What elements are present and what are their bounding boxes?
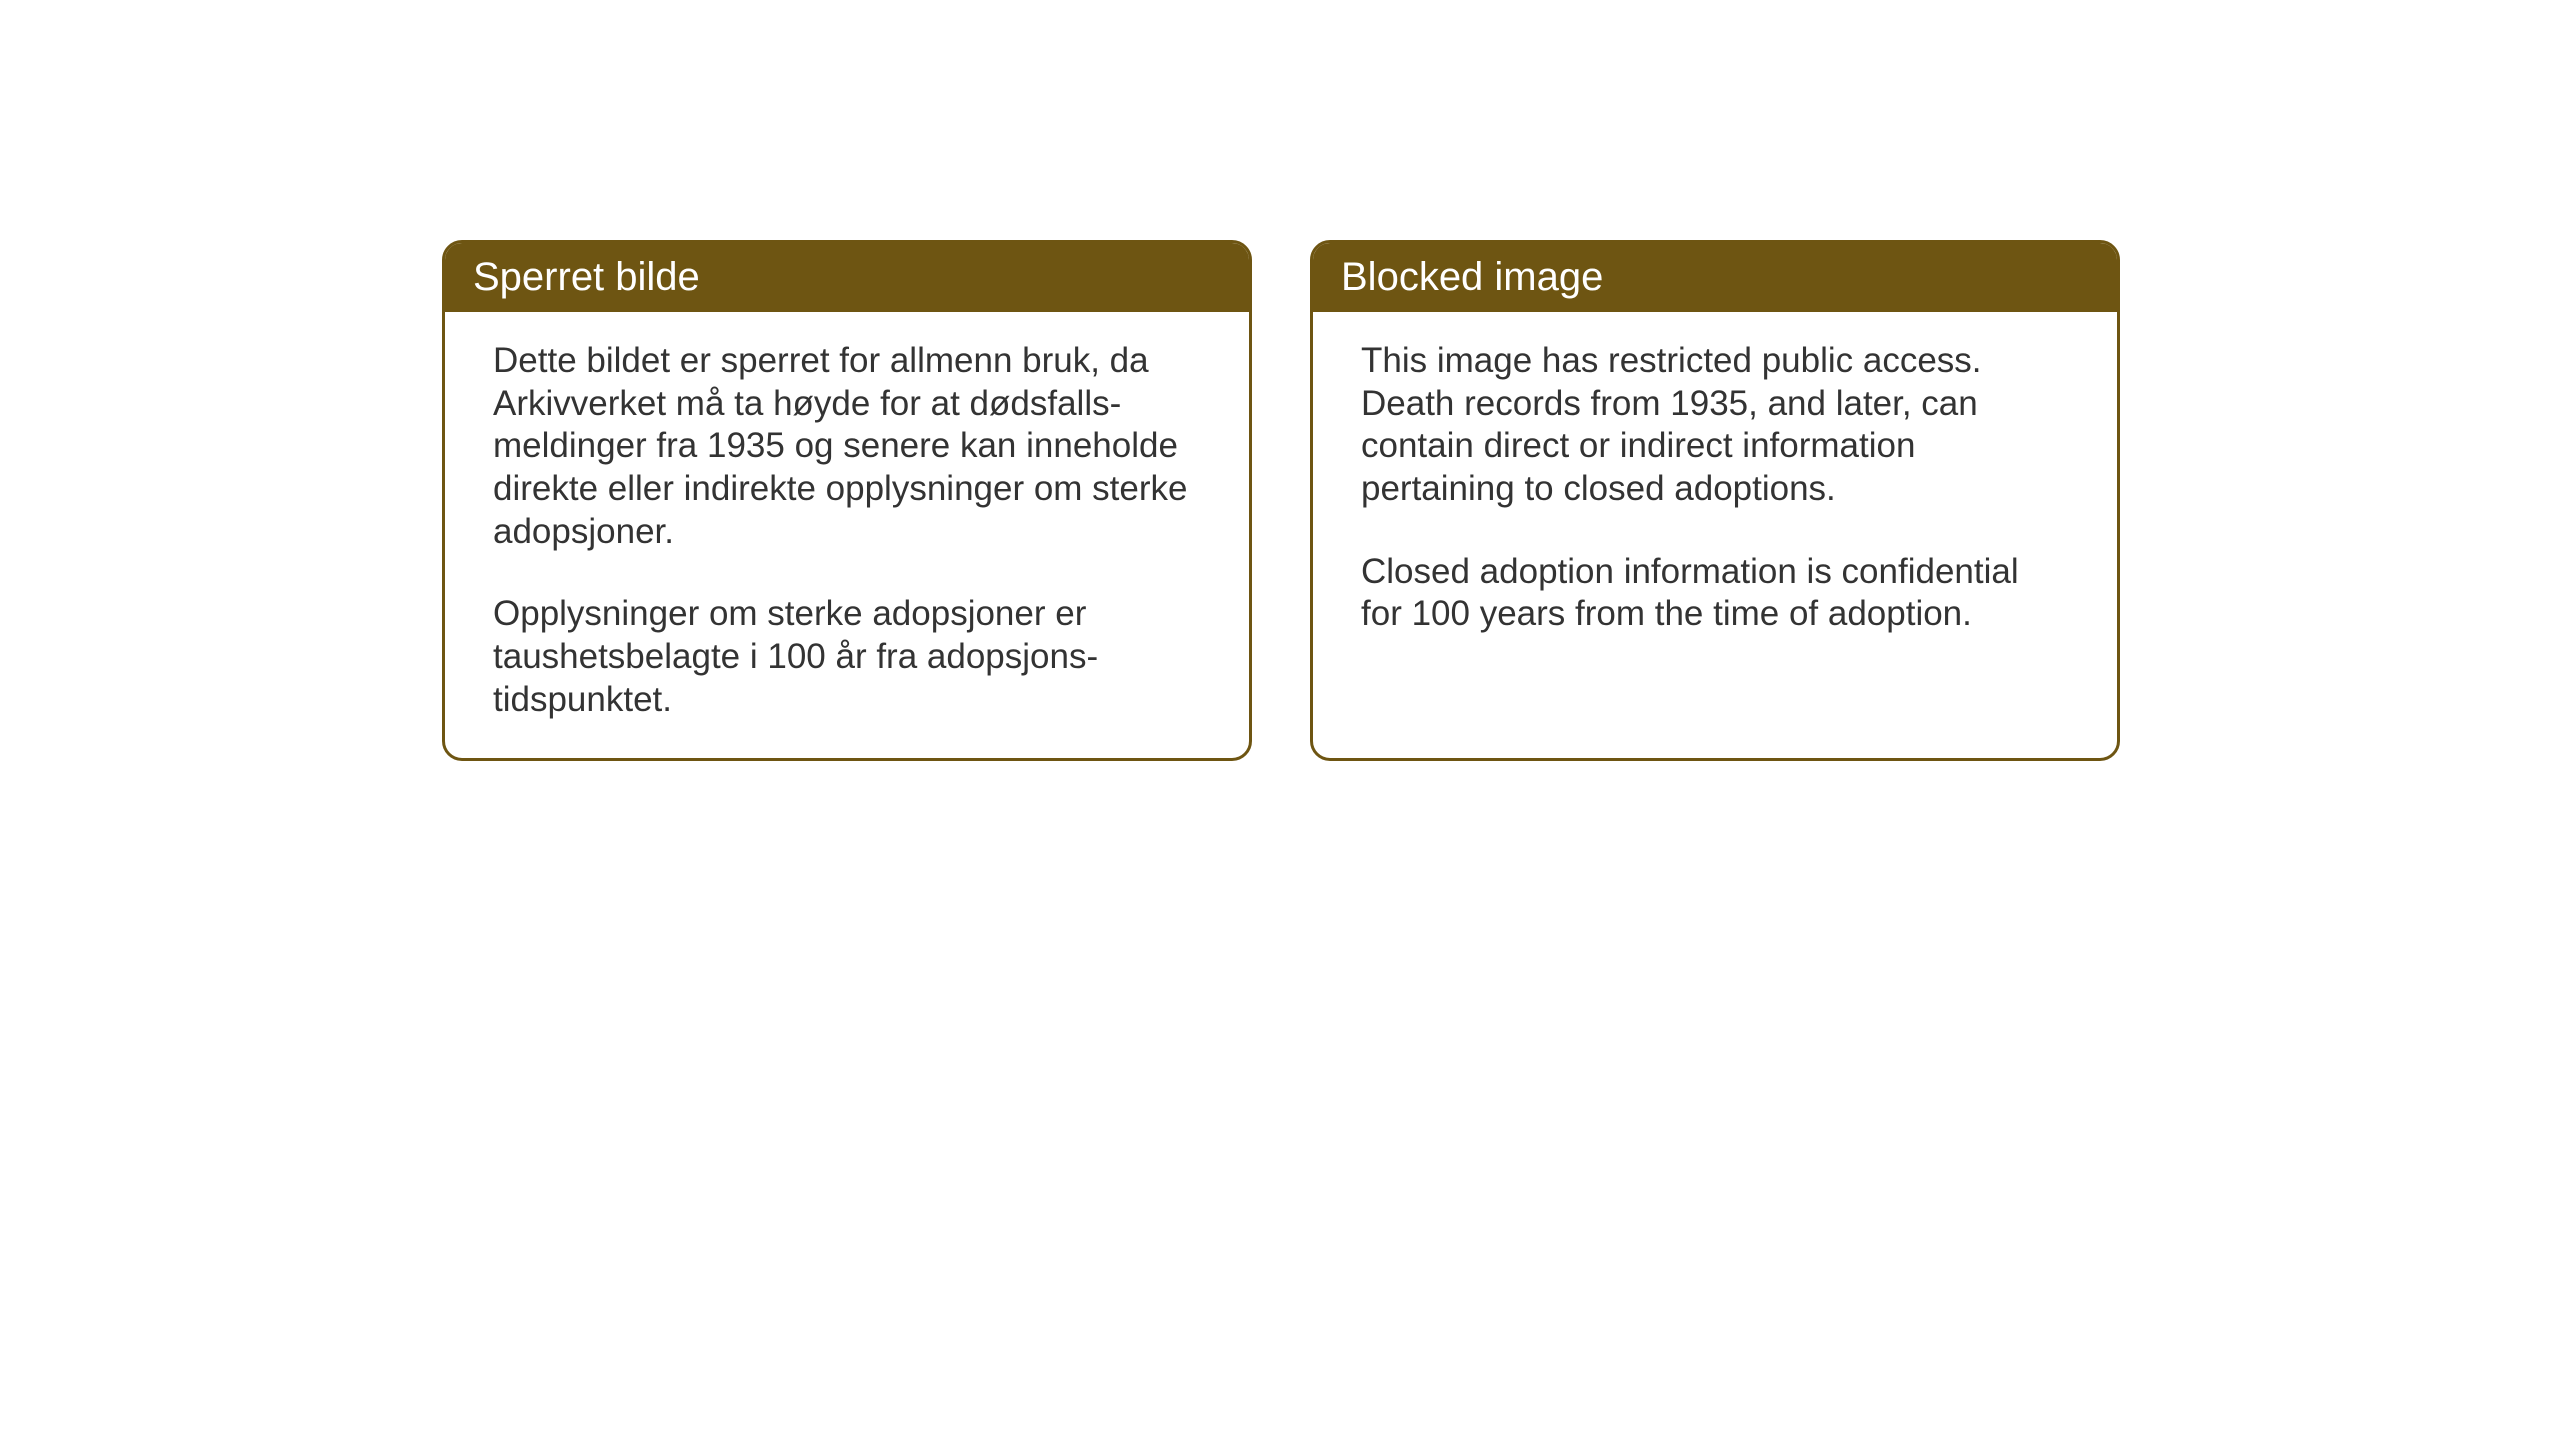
english-paragraph-1: This image has restricted public access.…	[1361, 340, 2069, 511]
english-title: Blocked image	[1341, 255, 1603, 299]
norwegian-card-header: Sperret bilde	[445, 243, 1249, 312]
norwegian-title: Sperret bilde	[473, 255, 700, 299]
norwegian-paragraph-1: Dette bildet er sperret for allmenn bruk…	[493, 340, 1201, 553]
english-paragraph-2: Closed adoption information is confident…	[1361, 551, 2069, 636]
english-notice-card: Blocked image This image has restricted …	[1310, 240, 2120, 761]
norwegian-notice-card: Sperret bilde Dette bildet er sperret fo…	[442, 240, 1252, 761]
english-card-body: This image has restricted public access.…	[1313, 312, 2117, 752]
notice-container: Sperret bilde Dette bildet er sperret fo…	[442, 240, 2120, 761]
norwegian-paragraph-2: Opplysninger om sterke adopsjoner er tau…	[493, 593, 1201, 721]
norwegian-card-body: Dette bildet er sperret for allmenn bruk…	[445, 312, 1249, 758]
english-card-header: Blocked image	[1313, 243, 2117, 312]
